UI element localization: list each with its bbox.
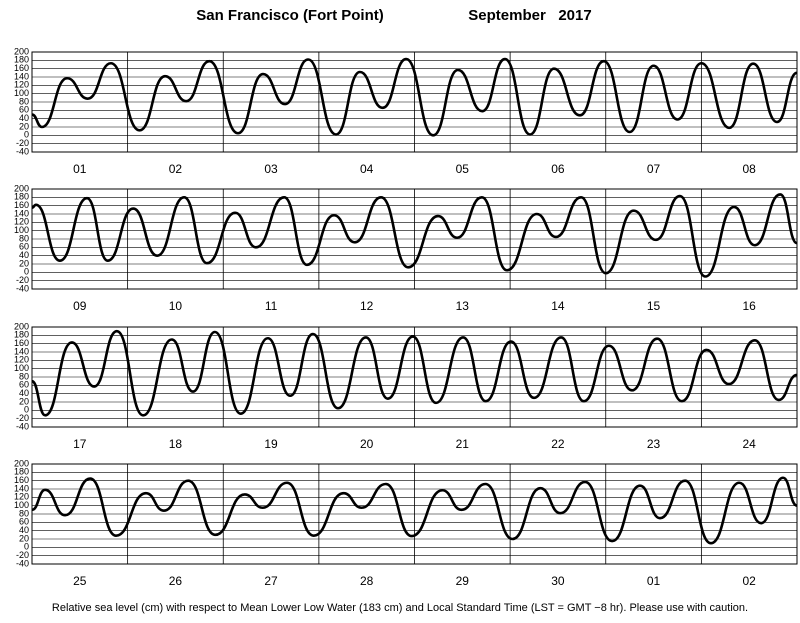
y-tick-label: 140 — [14, 346, 29, 356]
y-tick-label: -20 — [16, 275, 29, 285]
x-tick-label: 27 — [264, 574, 278, 588]
x-tick-label: 10 — [169, 299, 183, 313]
x-tick-label: 03 — [264, 162, 278, 176]
y-tick-label: 180 — [14, 330, 29, 340]
y-tick-label: 160 — [14, 63, 29, 73]
x-tick-label: 14 — [551, 299, 565, 313]
x-tick-label: 06 — [551, 162, 565, 176]
footnote: Relative sea level (cm) with respect to … — [52, 602, 748, 614]
period: September 2017 — [468, 7, 591, 24]
y-tick-label: 80 — [19, 371, 29, 381]
y-tick-label: -40 — [16, 283, 29, 293]
y-tick-label: 100 — [14, 88, 29, 98]
y-tick-label: 60 — [19, 242, 29, 252]
x-tick-label: 07 — [647, 162, 661, 176]
x-tick-label: 12 — [360, 299, 374, 313]
tide-line — [32, 193, 797, 278]
y-tick-label: 60 — [19, 517, 29, 527]
x-tick-label: 21 — [456, 437, 470, 451]
x-tick-label: 23 — [647, 437, 661, 451]
x-tick-label: 05 — [456, 162, 470, 176]
x-tick-label: 04 — [360, 162, 374, 176]
y-tick-label: 140 — [14, 483, 29, 493]
y-tick-label: 60 — [19, 380, 29, 390]
y-tick-label: 0 — [24, 267, 29, 277]
x-tick-label: 22 — [551, 437, 565, 451]
y-tick-label: 20 — [19, 121, 29, 131]
y-tick-label: 200 — [14, 321, 29, 331]
y-tick-label: 160 — [14, 338, 29, 348]
y-tick-label: -20 — [16, 550, 29, 560]
y-tick-label: 180 — [14, 192, 29, 202]
y-tick-label: -40 — [16, 146, 29, 156]
x-tick-label: 24 — [743, 437, 757, 451]
tide-line — [32, 329, 797, 417]
plot-frame — [31, 326, 798, 428]
x-tick-label: 20 — [360, 437, 374, 451]
y-tick-label: 160 — [14, 475, 29, 485]
x-tick-label: 16 — [743, 299, 757, 313]
y-tick-label: 80 — [19, 508, 29, 518]
x-tick-label: 01 — [73, 162, 87, 176]
y-tick-label: 40 — [19, 250, 29, 260]
y-tick-label: 140 — [14, 208, 29, 218]
y-tick-label: 180 — [14, 55, 29, 65]
x-tick-label: 26 — [169, 574, 183, 588]
y-tick-label: 100 — [14, 500, 29, 510]
y-tick-label: 200 — [14, 183, 29, 193]
x-tick-label: 02 — [743, 574, 757, 588]
y-tick-label: -20 — [16, 138, 29, 148]
x-tick-label: 28 — [360, 574, 374, 588]
plot-frame — [31, 463, 798, 565]
y-tick-label: 80 — [19, 233, 29, 243]
plot-frame — [31, 188, 798, 290]
y-tick-label: 180 — [14, 467, 29, 477]
x-tick-label: 09 — [73, 299, 87, 313]
y-tick-label: 40 — [19, 113, 29, 123]
y-tick-label: 40 — [19, 388, 29, 398]
y-tick-label: -40 — [16, 421, 29, 431]
chart-title: San Francisco (Fort Point) — [196, 7, 384, 24]
y-tick-label: 100 — [14, 363, 29, 373]
x-tick-label: 18 — [169, 437, 183, 451]
tide-line — [32, 476, 797, 545]
y-tick-label: 100 — [14, 225, 29, 235]
x-tick-label: 17 — [73, 437, 87, 451]
plot-frame — [31, 51, 798, 153]
y-tick-label: 120 — [14, 217, 29, 227]
y-tick-label: 0 — [24, 405, 29, 415]
y-tick-label: 20 — [19, 396, 29, 406]
y-tick-label: 160 — [14, 200, 29, 210]
x-tick-label: 02 — [169, 162, 183, 176]
x-tick-label: 08 — [743, 162, 757, 176]
x-tick-label: 15 — [647, 299, 661, 313]
tide-line — [32, 57, 797, 137]
y-tick-label: 20 — [19, 533, 29, 543]
y-tick-label: 40 — [19, 525, 29, 535]
x-tick-label: 13 — [456, 299, 470, 313]
x-tick-label: 19 — [264, 437, 278, 451]
x-tick-label: 30 — [551, 574, 565, 588]
x-tick-label: 11 — [265, 299, 278, 313]
y-tick-label: 20 — [19, 258, 29, 268]
y-tick-label: 120 — [14, 355, 29, 365]
y-tick-label: 60 — [19, 105, 29, 115]
y-tick-label: 80 — [19, 96, 29, 106]
y-tick-label: 120 — [14, 492, 29, 502]
y-tick-label: -20 — [16, 413, 29, 423]
y-tick-label: -40 — [16, 558, 29, 568]
y-tick-label: 200 — [14, 46, 29, 56]
y-tick-label: 140 — [14, 71, 29, 81]
y-tick-label: 0 — [24, 542, 29, 552]
y-tick-label: 120 — [14, 80, 29, 90]
y-tick-label: 200 — [14, 458, 29, 468]
y-tick-label: 0 — [24, 130, 29, 140]
x-tick-label: 25 — [73, 574, 87, 588]
x-tick-label: 01 — [647, 574, 661, 588]
x-tick-label: 29 — [456, 574, 470, 588]
